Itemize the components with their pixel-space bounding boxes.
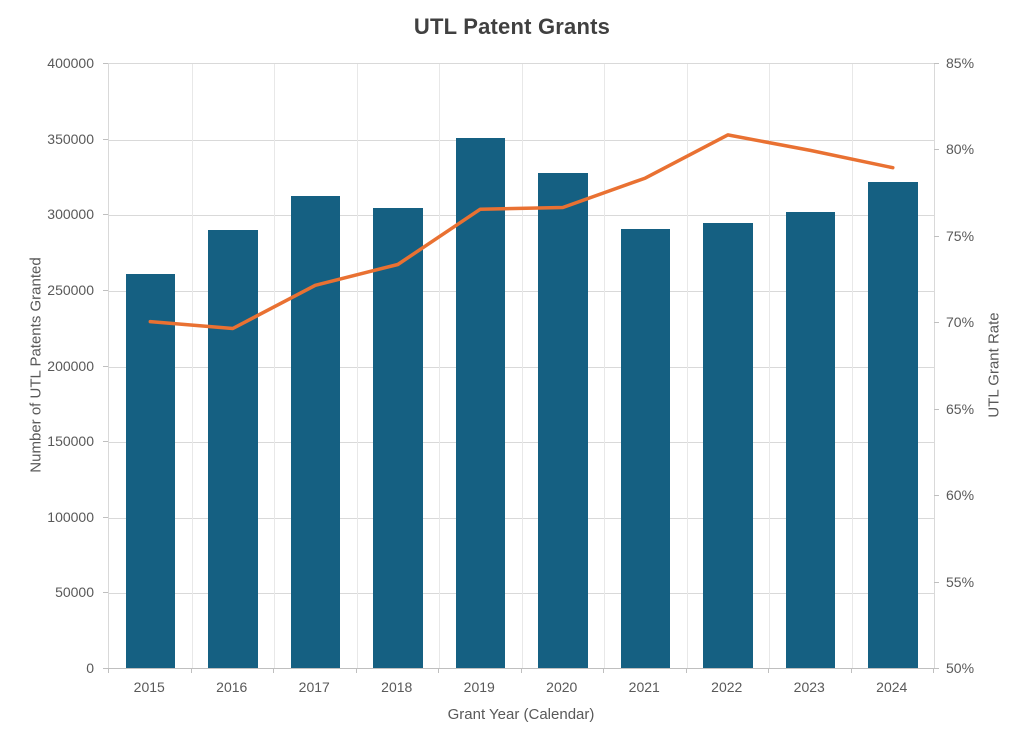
x-tick-mark	[603, 668, 604, 673]
v-gridline	[439, 64, 440, 669]
x-tick-label-2015: 2015	[133, 679, 165, 695]
bar-2022	[703, 222, 753, 669]
x-tick-mark	[851, 668, 852, 673]
left-tick-label: 100000	[47, 508, 94, 525]
h-gridline	[109, 442, 934, 444]
left-tick-label: 250000	[47, 281, 94, 298]
left-tick-mark	[103, 63, 108, 64]
right-tick-mark	[934, 581, 939, 583]
bar-2024	[868, 181, 918, 669]
left-tick-mark	[103, 365, 108, 367]
right-tick-label: 80%	[946, 141, 975, 158]
bar-2021	[620, 228, 670, 669]
x-tick-mark	[108, 668, 109, 673]
right-tick-label: 50%	[946, 660, 975, 676]
right-tick-label: 85%	[946, 55, 975, 71]
x-tick-mark	[521, 668, 522, 673]
right-tick-label: 65%	[946, 400, 975, 417]
x-tick-label-2018: 2018	[381, 679, 413, 695]
x-tick-mark	[438, 668, 439, 673]
right-tick-label: 55%	[946, 573, 975, 590]
x-tick-label-2016: 2016	[216, 679, 248, 695]
h-gridline	[109, 139, 934, 141]
v-gridline	[769, 64, 770, 669]
right-tick-label: 60%	[946, 487, 975, 504]
right-tick-mark	[934, 63, 939, 64]
right-tick-label: 70%	[946, 314, 975, 331]
h-gridline	[109, 517, 934, 519]
left-tick-label: 150000	[47, 433, 94, 450]
plot-area	[108, 63, 935, 669]
right-tick-mark	[934, 322, 939, 324]
left-tick-label: 300000	[47, 206, 94, 223]
left-tick-mark	[103, 668, 108, 669]
left-tick-mark	[103, 138, 108, 140]
v-gridline	[852, 64, 853, 669]
v-gridline	[604, 64, 605, 669]
x-tick-label-2021: 2021	[628, 679, 660, 695]
x-tick-mark	[768, 668, 769, 673]
left-tick-mark	[103, 214, 108, 216]
x-axis-title: Grant Year (Calendar)	[447, 706, 595, 723]
bar-2023	[785, 212, 835, 669]
left-tick-mark	[103, 441, 108, 443]
x-tick-label-2019: 2019	[463, 679, 495, 695]
left-tick-mark	[103, 592, 108, 594]
bar-2015	[125, 274, 175, 669]
bar-2017	[290, 195, 340, 669]
right-tick-mark	[934, 408, 939, 410]
left-tick-label: 350000	[47, 130, 94, 147]
h-gridline	[109, 215, 934, 217]
h-gridline	[109, 366, 934, 368]
bar-2018	[373, 207, 423, 669]
grant-rate-polyline	[148, 133, 895, 331]
x-tick-label-2020: 2020	[546, 679, 578, 695]
right-tick-mark	[934, 668, 939, 669]
right-tick-mark	[934, 235, 939, 237]
left-tick-label: 0	[86, 660, 94, 676]
x-tick-label-2017: 2017	[298, 679, 330, 695]
v-gridline	[192, 64, 193, 669]
x-tick-mark	[191, 668, 192, 673]
x-tick-label-2024: 2024	[876, 679, 908, 695]
left-tick-mark	[103, 289, 108, 291]
x-tick-label-2023: 2023	[793, 679, 825, 695]
bar-2020	[538, 172, 588, 669]
chart-title: UTL Patent Grants	[413, 14, 611, 39]
x-tick-mark	[933, 668, 934, 673]
left-tick-label: 200000	[47, 357, 94, 374]
right-tick-mark	[934, 149, 939, 151]
x-tick-label-2022: 2022	[711, 679, 743, 695]
right-tick-label: 75%	[946, 227, 975, 244]
x-tick-mark	[686, 668, 687, 673]
v-gridline	[687, 64, 688, 669]
left-tick-mark	[103, 516, 108, 518]
right-tick-mark	[934, 495, 939, 497]
bar-2019	[455, 138, 505, 669]
grant-rate-line	[148, 133, 895, 331]
left-tick-label: 400000	[47, 55, 94, 71]
bar-2016	[208, 230, 258, 669]
v-gridline	[522, 64, 523, 669]
h-gridline	[109, 290, 934, 292]
x-tick-mark	[273, 668, 274, 673]
v-gridline	[274, 64, 275, 669]
x-tick-mark	[356, 668, 357, 673]
v-gridline	[357, 64, 358, 669]
h-gridline	[109, 593, 934, 595]
left-tick-label: 50000	[55, 584, 94, 601]
